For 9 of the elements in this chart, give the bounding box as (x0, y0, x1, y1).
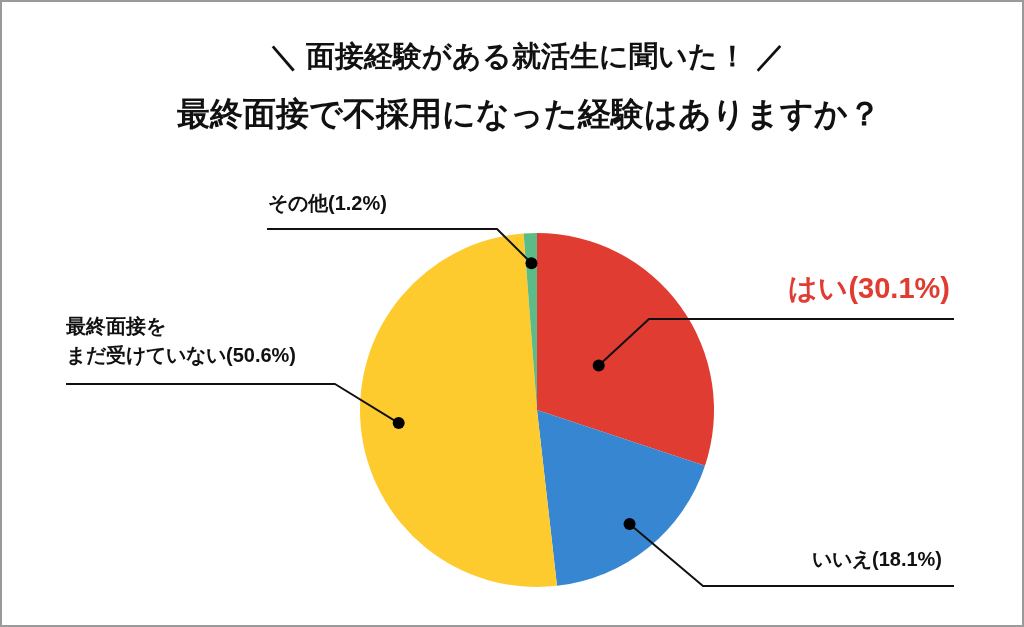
pie-slice (537, 410, 705, 586)
chart-title: 最終面接で不採用になった経験はありますか？ (177, 95, 881, 132)
pie-slice (360, 233, 557, 587)
chart-subtitle: ＼ 面接経験がある就活生に聞いた！ ／ (269, 40, 785, 72)
pie-slice (537, 233, 714, 466)
slice-label: いいえ(18.1%) (811, 548, 942, 570)
slice-label: その他(1.2%) (268, 192, 387, 214)
slice-label: 最終面接をまだ受けていない(50.6%) (65, 315, 297, 367)
slice-label: はい(30.1%) (788, 272, 950, 304)
